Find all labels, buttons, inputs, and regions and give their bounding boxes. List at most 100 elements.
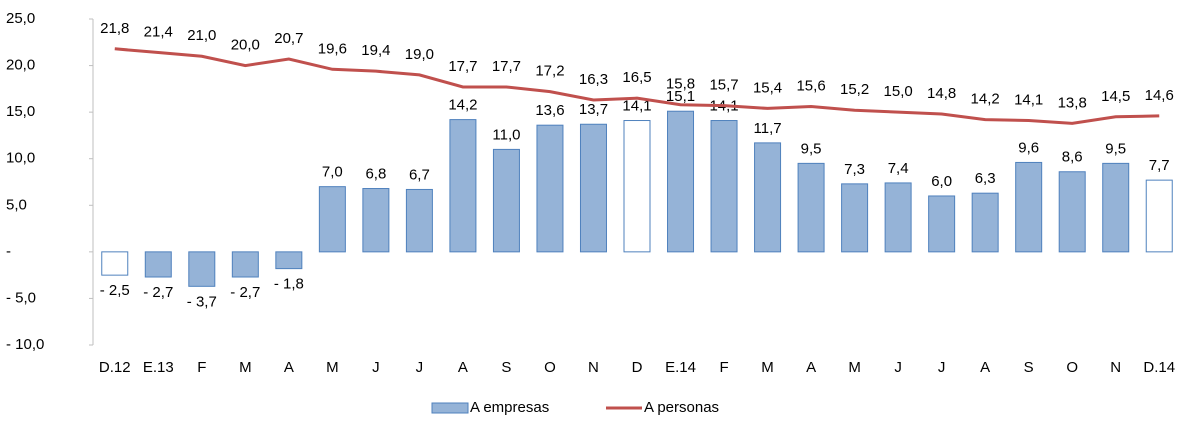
bar [188,251,216,287]
x-tick-label: D.14 [1143,359,1175,376]
bar-value-label: - 1,8 [274,276,304,293]
bar [1015,161,1043,253]
bar-value-label: 6,0 [931,173,952,190]
y-tick-label: 25,0 [6,10,35,27]
line-value-label: 20,0 [231,37,260,54]
bar-value-label: 9,5 [801,140,822,157]
x-tick-label: J [894,359,902,376]
bar-value-label: 13,6 [535,102,564,119]
line-value-label: 15,8 [666,76,695,93]
bar-value-label: 11,0 [492,126,520,143]
bar-value-label: 15,1 [666,88,695,105]
x-tick-label: A [980,359,990,376]
bar-value-label: - 2,5 [100,282,130,299]
line-value-label: 20,7 [274,30,303,47]
y-tick-label: 5,0 [6,196,27,213]
bar-value-label: 9,6 [1018,139,1039,156]
bar [144,251,172,278]
x-tick-label: M [761,359,774,376]
x-tick-label: J [416,359,424,376]
bar [362,188,390,253]
bar [754,142,782,253]
bar-value-label: - 3,7 [187,293,217,310]
line-value-label: 19,0 [405,46,434,63]
line-value-label: 15,4 [753,79,782,96]
line-value-label: 15,6 [796,78,825,95]
bar [667,110,695,253]
x-tick-label: O [1066,359,1078,376]
line-value-label: 14,8 [927,85,956,102]
bar [884,182,912,253]
line-value-label: 14,2 [971,91,1000,108]
y-tick-label: 15,0 [6,103,35,120]
line-value-label: 19,6 [318,40,347,57]
line-value-label: 16,3 [579,71,608,88]
line-value-label: 15,2 [840,81,869,98]
x-tick-label: F [719,359,728,376]
bar [449,119,477,253]
line-value-label: 21,0 [187,27,216,44]
x-tick-label: S [501,359,511,376]
x-tick-label: A [458,359,468,376]
x-tick-label: M [239,359,252,376]
line-value-label: 16,5 [622,69,651,86]
legend-label: A personas [644,399,719,416]
y-tick-label: - 10,0 [6,336,44,353]
bar [1102,162,1130,253]
line-value-label: 14,5 [1101,88,1130,105]
bar-value-label: 14,2 [448,97,477,114]
bar [623,120,651,253]
bar-value-label: - 2,7 [143,284,173,301]
bar-value-label: 14,1 [622,97,651,114]
line-value-label: 21,4 [144,24,173,41]
line-value-label: 13,8 [1058,94,1087,111]
bar [318,186,346,253]
line-value-label: 15,0 [884,83,913,100]
bar [1145,179,1173,253]
legend-swatch [431,402,469,414]
y-tick-label: - 5,0 [6,289,36,306]
bar-value-label: 6,8 [365,165,386,182]
x-tick-label: D [632,359,643,376]
line-value-label: 21,8 [100,20,129,37]
bar [231,251,259,278]
x-tick-label: S [1024,359,1034,376]
bar-value-label: 7,3 [844,161,865,178]
bar [797,162,825,253]
bar [536,124,564,253]
bar-value-label: 11,7 [754,120,782,137]
y-tick-label: 10,0 [6,150,35,167]
bar-value-label: 7,0 [322,164,343,181]
bar [928,195,956,253]
bar [275,251,303,270]
line-value-label: 19,4 [361,42,390,59]
bar-value-label: 8,6 [1062,149,1083,166]
x-tick-label: O [544,359,556,376]
bar-value-label: 7,4 [888,160,909,177]
bar-value-label: - 2,7 [230,284,260,301]
bar [579,123,607,253]
bar [101,251,129,276]
y-tick-label: 20,0 [6,57,35,74]
line-value-label: 15,7 [709,77,738,94]
bar [492,148,520,253]
bar [841,183,869,253]
x-tick-label: M [848,359,861,376]
line-value-label: 14,1 [1014,91,1043,108]
line [114,47,1160,125]
x-tick-label: A [284,359,294,376]
bar [405,188,433,253]
x-tick-label: E.14 [665,359,696,376]
line-value-label: 17,7 [492,58,521,75]
x-tick-label: F [197,359,206,376]
bar-value-label: 6,7 [409,166,430,183]
bar [1058,171,1086,253]
x-tick-label: M [326,359,339,376]
x-tick-label: E.13 [143,359,174,376]
bar [971,192,999,253]
y-tick-label: - [6,243,11,260]
line-value-label: 17,2 [535,63,564,80]
x-tick-label: J [372,359,380,376]
x-tick-label: N [1110,359,1121,376]
